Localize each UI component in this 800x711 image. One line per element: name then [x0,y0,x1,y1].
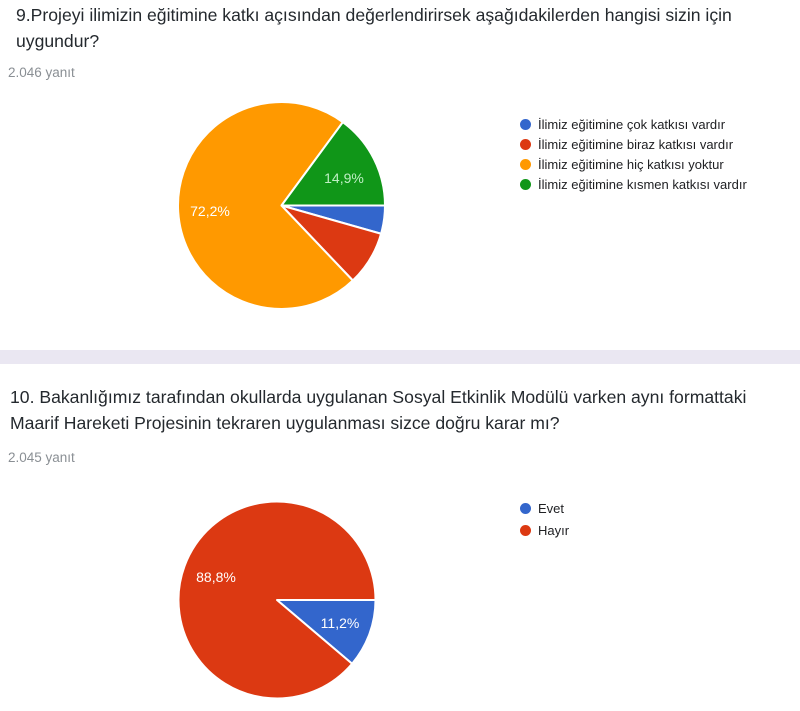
svg-text:72,2%: 72,2% [190,203,230,219]
svg-text:11,2%: 11,2% [321,615,360,631]
svg-text:14,9%: 14,9% [324,170,364,186]
svg-text:88,8%: 88,8% [196,569,236,585]
